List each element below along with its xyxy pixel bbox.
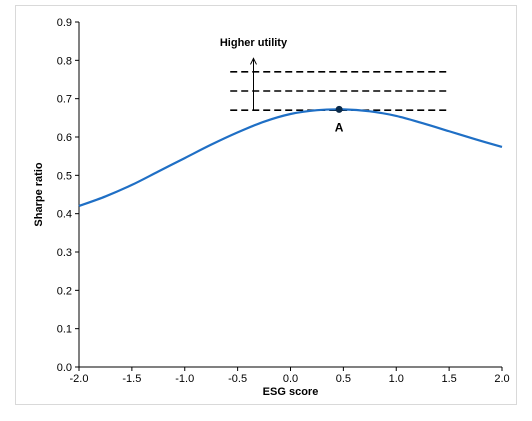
x-tick-label: 1.5 (441, 373, 456, 385)
chart-frame (15, 5, 517, 405)
y-tick-label: 0.1 (57, 324, 72, 336)
x-tick-label: 1.0 (389, 373, 404, 385)
x-tick-label: -2.0 (70, 373, 89, 385)
x-tick-label: -0.5 (228, 373, 247, 385)
x-axis-title: ESG score (263, 386, 319, 398)
x-tick-label: -1.0 (175, 373, 194, 385)
y-axis-title: Sharpe ratio (33, 162, 45, 226)
indifference-curves (230, 71, 450, 111)
optimum-label: A (335, 120, 344, 134)
y-tick-label: 0.5 (57, 170, 72, 182)
y-tick-label: 0.6 (57, 132, 72, 144)
arrowhead-icon (250, 57, 257, 65)
y-tick-label: 0.2 (57, 285, 72, 297)
y-tick-label: 0.0 (57, 362, 72, 374)
x-tick-label: 0.5 (336, 373, 351, 385)
x-tick-label: 0.0 (283, 373, 298, 385)
y-tick-label: 0.3 (57, 247, 72, 259)
sharpe-ratio-curve (78, 108, 503, 208)
x-tick-label: 2.0 (494, 373, 509, 385)
y-tick-label: 0.4 (57, 209, 72, 221)
y-tick-label: 0.9 (57, 17, 72, 29)
x-axis-ticks: -2.0 -1.5 -1.0 -0.5 0.0 0.5 1.0 1.5 2.0 (70, 367, 510, 385)
optimum-point-a (335, 105, 343, 113)
y-tick-label: 0.8 (57, 55, 72, 67)
x-tick-label: -1.5 (122, 373, 141, 385)
y-tick-label: 0.7 (57, 94, 72, 106)
higher-utility-label: Higher utility (220, 37, 288, 49)
y-axis-ticks: 0.0 0.1 0.2 0.3 0.4 0.5 0.6 0.7 0.8 0.9 (57, 17, 79, 374)
